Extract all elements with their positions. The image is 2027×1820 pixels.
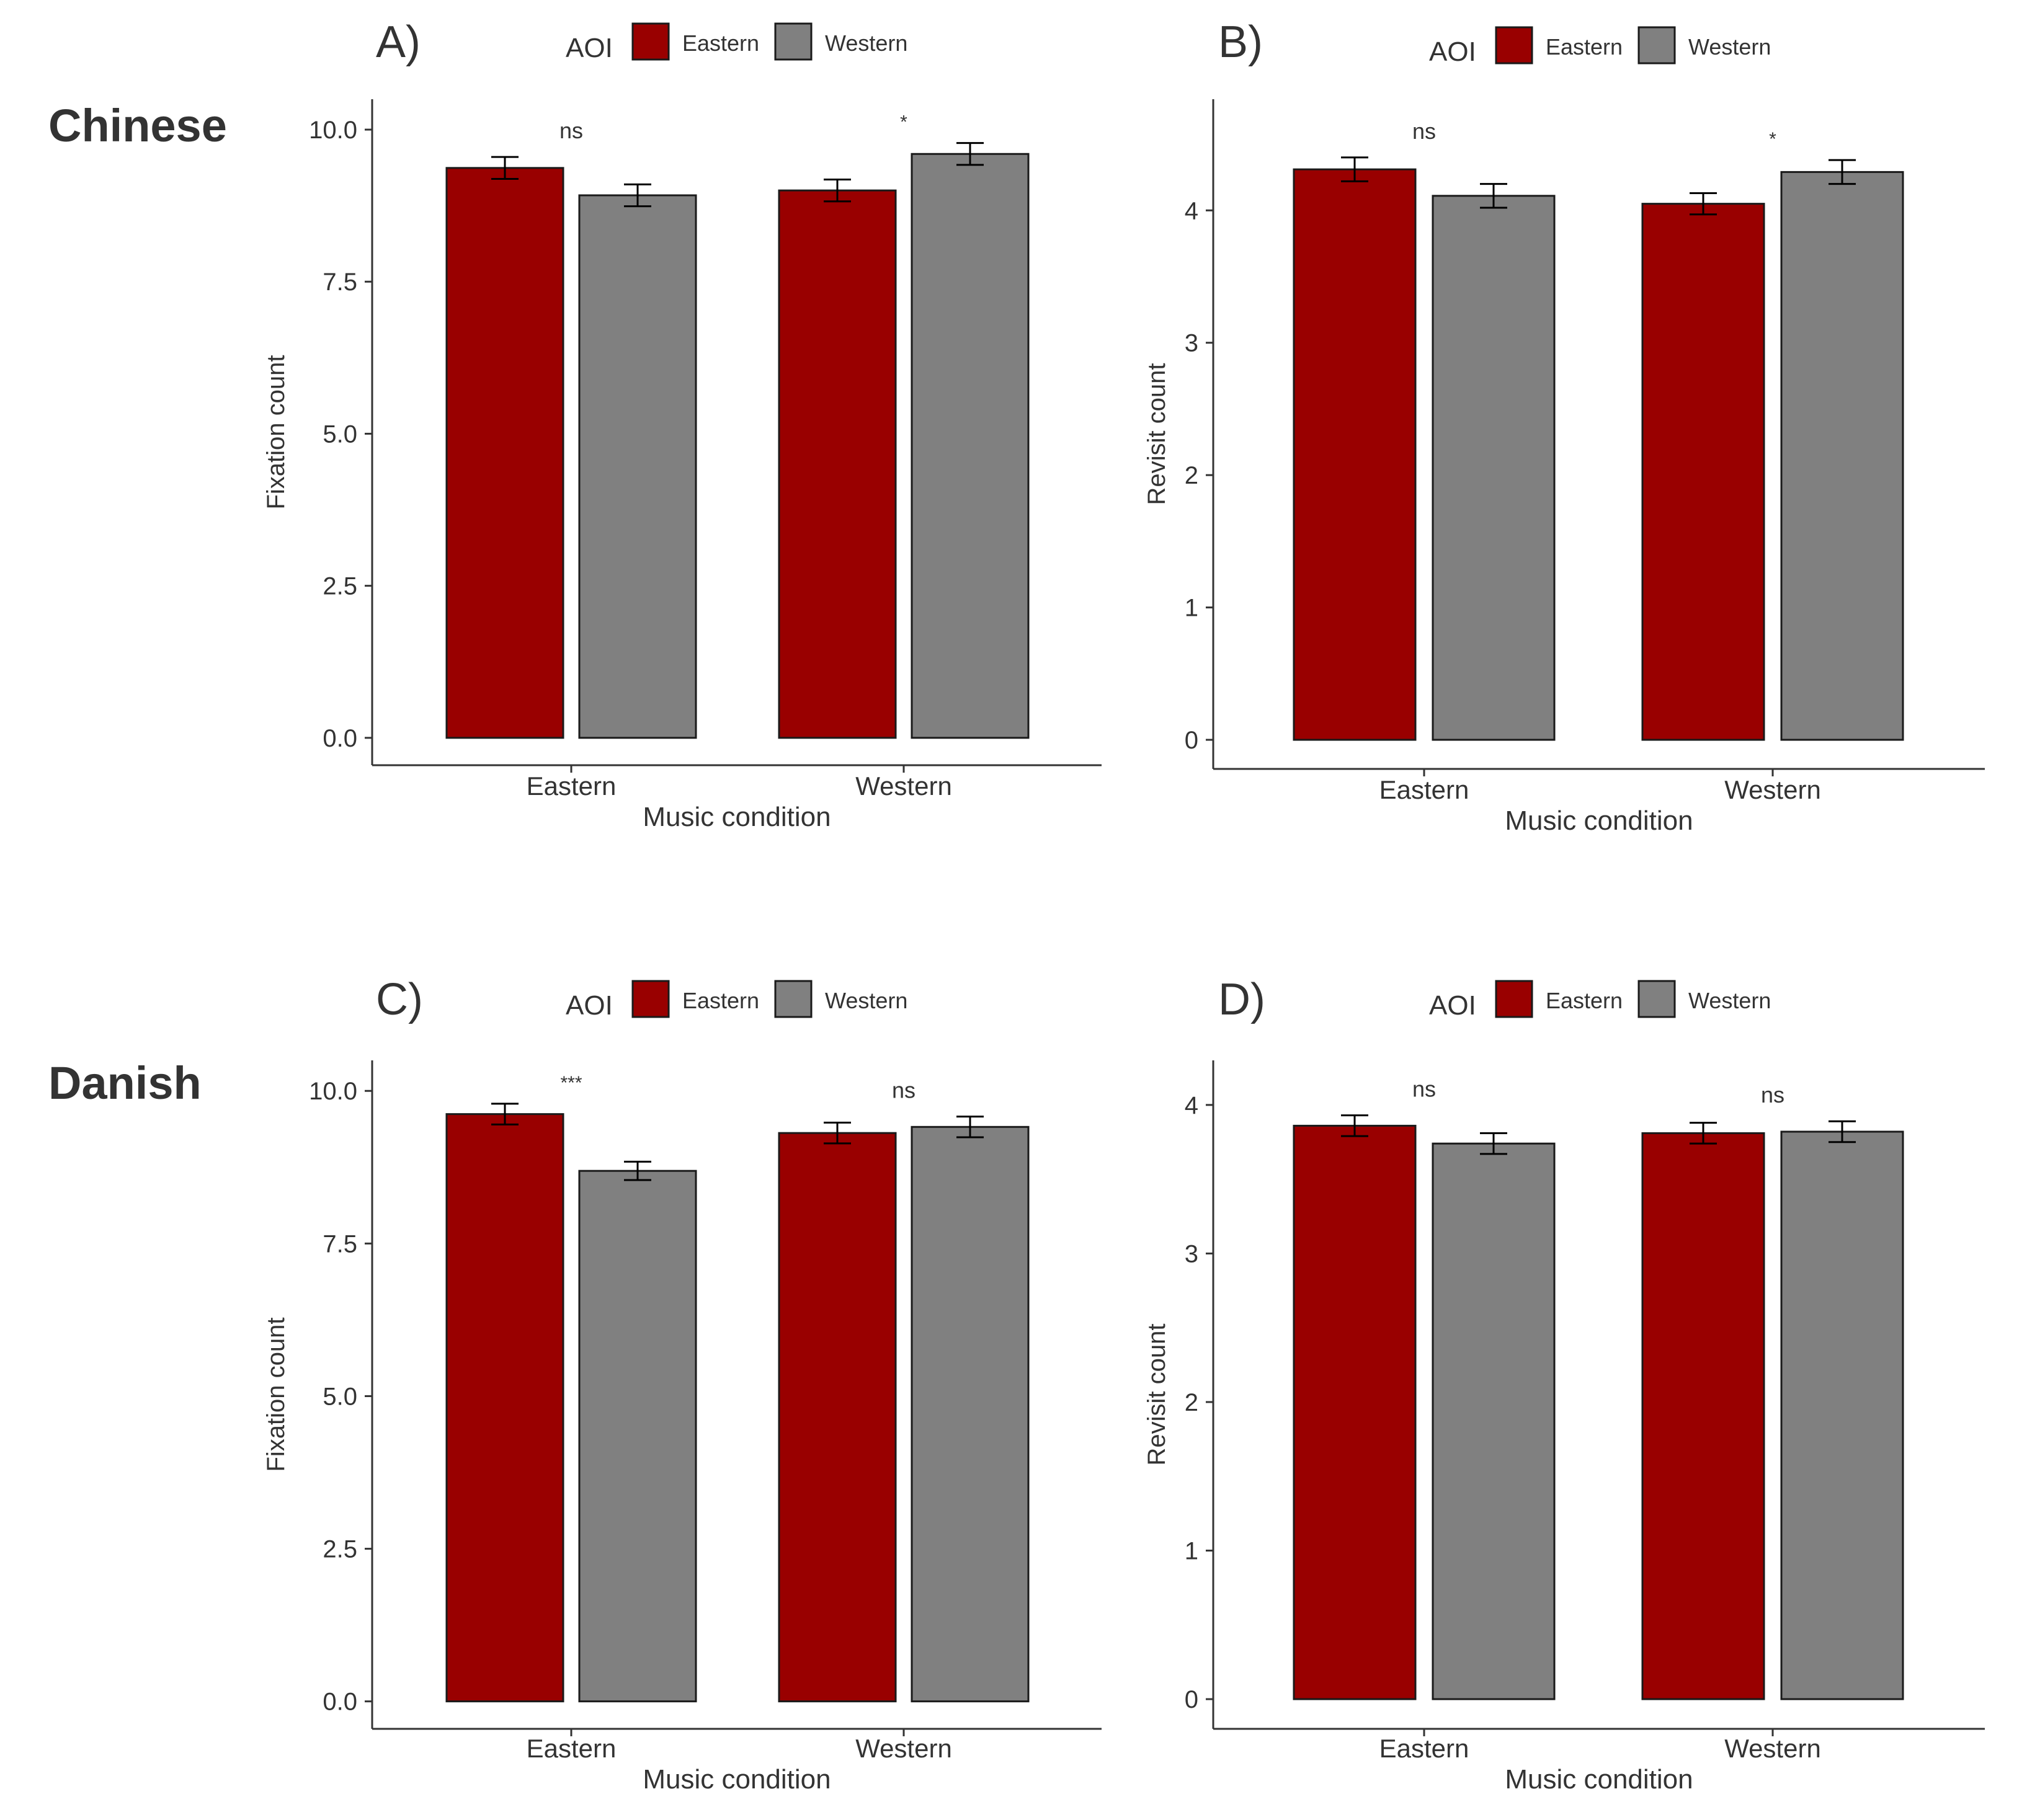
legend-label-eastern: Eastern xyxy=(1546,34,1623,60)
bar-eastern-aoi-eastern-music xyxy=(445,1113,564,1703)
panel-tag: C) xyxy=(376,975,423,1024)
y-tick-label: 2 xyxy=(1185,1389,1198,1416)
chart-panel-3: C) AOI Eastern Western 0.0 2.5 5.0 7.5 10.0 Fixat… xyxy=(262,975,1102,1795)
legend-title: AOI xyxy=(566,33,613,63)
y-axis-title: Revisit count xyxy=(1143,363,1170,505)
bar-western-aoi-eastern-music xyxy=(578,1170,697,1703)
row-label-danish: Danish xyxy=(48,1057,202,1109)
bar-eastern-aoi-eastern-music xyxy=(1293,168,1417,741)
x-tick-label: Western xyxy=(1724,775,1821,804)
y-tick-label: 7.5 xyxy=(323,1230,357,1258)
bar-eastern-aoi-western-music xyxy=(1641,1132,1765,1700)
y-tick-label: 2 xyxy=(1185,462,1198,489)
significance-label: * xyxy=(1769,129,1776,149)
y-axis-title: Revisit count xyxy=(1143,1324,1170,1466)
y-tick-label: 4 xyxy=(1185,197,1198,224)
panel-tag: D) xyxy=(1218,975,1265,1024)
y-tick-label: 2.5 xyxy=(323,1536,357,1563)
bar-eastern-aoi-eastern-music xyxy=(1293,1124,1417,1700)
legend-key-eastern xyxy=(1495,980,1533,1018)
x-tick-label: Eastern xyxy=(527,1734,617,1763)
x-tick-label: Western xyxy=(855,1734,952,1763)
y-axis-title: Fixation count xyxy=(262,355,290,509)
x-tick-label: Western xyxy=(1724,1734,1821,1763)
legend-key-eastern xyxy=(631,22,670,61)
y-tick-label: 0 xyxy=(1185,1686,1198,1713)
bar-western-aoi-western-music xyxy=(1780,1130,1904,1700)
legend-key-eastern xyxy=(1495,26,1533,64)
legend-title: AOI xyxy=(1429,990,1476,1021)
panels-group: A) AOI Eastern Western0.02.55.07.510.0Fixat… xyxy=(262,17,1985,1795)
bar-eastern-aoi-eastern-music xyxy=(445,167,564,739)
panel-tag: B) xyxy=(1218,17,1263,67)
y-tick-label: 0 xyxy=(1185,727,1198,754)
legend-label-western: Western xyxy=(1688,988,1771,1013)
legend-label-western: Western xyxy=(1688,34,1771,60)
significance-label: ns xyxy=(1412,118,1436,144)
legend-key-western xyxy=(774,22,813,61)
legend-key-western xyxy=(1637,26,1676,64)
y-tick-label: 3 xyxy=(1185,1240,1198,1267)
significance-label: *** xyxy=(560,1073,582,1093)
legend-label-eastern: Eastern xyxy=(682,988,759,1013)
chart-panel-4: D) AOI Eastern Western 0 1 2 3 4 Revisit count Eas… xyxy=(1143,975,1985,1795)
x-axis-title: Music condition xyxy=(1505,1764,1693,1795)
bar-western-aoi-western-music xyxy=(911,1125,1030,1703)
legend-label-western: Western xyxy=(825,30,907,56)
y-tick-label: 3 xyxy=(1185,330,1198,357)
significance-label: ns xyxy=(892,1078,915,1103)
bar-western-aoi-eastern-music xyxy=(1432,195,1556,741)
legend-label-western: Western xyxy=(825,988,907,1013)
y-axis-title: Fixation count xyxy=(262,1317,290,1472)
bar-eastern-aoi-western-music xyxy=(1641,203,1765,741)
legend-label-eastern: Eastern xyxy=(682,30,759,56)
legend-label-eastern: Eastern xyxy=(1546,988,1623,1013)
significance-label: ns xyxy=(1412,1076,1436,1102)
bar-western-aoi-western-music xyxy=(911,153,1030,739)
y-tick-label: 2.5 xyxy=(323,573,357,600)
bar-eastern-aoi-western-music xyxy=(778,1132,897,1703)
y-tick-label: 1 xyxy=(1185,595,1198,622)
y-tick-label: 5.0 xyxy=(323,420,357,448)
y-tick-label: 0.0 xyxy=(323,725,357,752)
bar-western-aoi-eastern-music xyxy=(1432,1142,1556,1700)
x-tick-label: Eastern xyxy=(1379,1734,1469,1763)
bar-eastern-aoi-western-music xyxy=(778,189,897,739)
y-tick-label: 5.0 xyxy=(323,1383,357,1410)
bar-western-aoi-western-music xyxy=(1780,171,1904,741)
y-tick-label: 10.0 xyxy=(309,1078,357,1105)
chart-panel-1: A) AOI Eastern Western 0.0 2.5 5.0 7.5 10.0 Fixat… xyxy=(262,17,1102,832)
significance-label: ns xyxy=(1761,1082,1784,1108)
legend-key-western xyxy=(1637,980,1676,1018)
panel-tag: A) xyxy=(376,17,421,67)
significance-label: * xyxy=(900,112,907,133)
legend-key-eastern xyxy=(631,980,670,1018)
x-axis-title: Music condition xyxy=(643,802,831,832)
x-tick-label: Eastern xyxy=(527,771,617,801)
significance-label: ns xyxy=(559,118,583,143)
y-tick-label: 7.5 xyxy=(323,269,357,296)
legend-key-western xyxy=(774,980,813,1018)
x-axis-title: Music condition xyxy=(643,1764,831,1795)
x-tick-label: Western xyxy=(855,771,952,801)
y-tick-label: 10.0 xyxy=(309,117,357,144)
y-tick-label: 1 xyxy=(1185,1538,1198,1565)
y-tick-label: 0.0 xyxy=(323,1689,357,1716)
legend-title: AOI xyxy=(1429,37,1476,67)
row-label-chinese: Chinese xyxy=(48,100,227,151)
x-tick-label: Eastern xyxy=(1379,775,1469,804)
legend-title: AOI xyxy=(566,990,613,1021)
bar-western-aoi-eastern-music xyxy=(578,194,697,739)
y-tick-label: 4 xyxy=(1185,1092,1198,1119)
chart-panel-2: B) AOI Eastern Western 0 1 2 3 4 Revisit count Eas… xyxy=(1143,17,1985,836)
x-axis-title: Music condition xyxy=(1505,806,1693,836)
